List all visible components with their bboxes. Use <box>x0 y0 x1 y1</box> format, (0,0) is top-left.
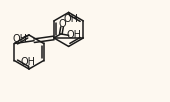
Text: OH: OH <box>13 34 28 44</box>
Text: OH: OH <box>66 30 81 40</box>
Text: O: O <box>58 19 66 29</box>
Text: OH: OH <box>63 14 78 24</box>
Text: OH: OH <box>21 57 36 67</box>
